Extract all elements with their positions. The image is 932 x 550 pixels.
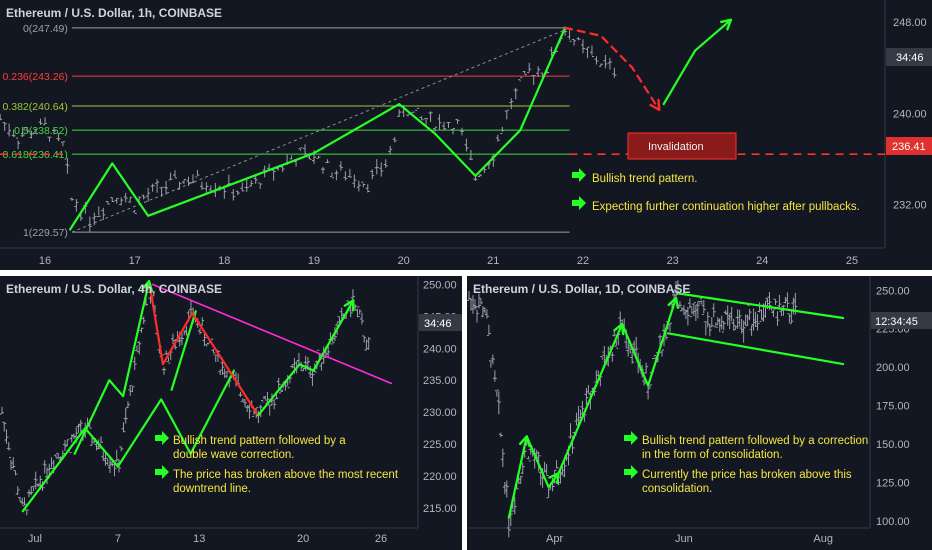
- double-wave-correction: [148, 280, 260, 417]
- up-leg-arrowhead: [141, 279, 154, 293]
- invalidation-price-label: 236.41: [892, 141, 926, 153]
- note-2: Expecting further continuation higher af…: [572, 196, 860, 213]
- x-tick-label: Aug: [813, 533, 833, 545]
- fib-label: 0.5(238.52): [14, 125, 68, 137]
- consolidation-lower-line: [666, 332, 845, 366]
- note-text: Currently the price has broken above thi…: [642, 469, 855, 495]
- current-price-tag: [886, 48, 932, 66]
- x-tick-label: 17: [129, 255, 141, 267]
- bullish-pattern-line: [68, 26, 567, 231]
- chart-1h-panel: 0(247.49) 0.236(243.26) 0.382(240.64) 0.5(2…: [0, 0, 932, 270]
- current-price-tag: [419, 314, 462, 331]
- x-tick-label: 23: [667, 255, 679, 267]
- arrow-right-icon: [155, 431, 169, 445]
- chart-4h-panel: 250.00245.00240.00235.00230.00225.00220.…: [0, 276, 462, 550]
- downtrend-line: [151, 283, 393, 385]
- chart-1d: 250.00225.00200.00175.00150.00125.00100.…: [467, 276, 932, 545]
- fib-label: 0.382(240.64): [3, 101, 68, 113]
- x-tick-label: 24: [756, 255, 768, 267]
- chart-title: Ethereum / U.S. Dollar, 1D, COINBASE: [473, 282, 691, 296]
- x-tick-label: 16: [39, 255, 51, 267]
- x-tick-label: 20: [398, 255, 410, 267]
- breakout-arrowhead: [343, 299, 355, 312]
- y-tick-label: 225.00: [423, 439, 457, 451]
- x-tick-label: Jul: [28, 533, 42, 545]
- y-tick-label: 230.00: [423, 407, 457, 419]
- x-tick-label: 22: [577, 255, 589, 267]
- pullback-arrowhead: [649, 98, 661, 112]
- consolidation-upper-line: [676, 292, 845, 320]
- y-tick-label: 240.00: [423, 343, 457, 355]
- note-1: Bullish trend pattern followed by a corr…: [624, 431, 872, 461]
- invalidation-price-tag: [886, 137, 932, 155]
- y-tick-label: 232.00: [893, 199, 927, 211]
- zigzag-arrowhead-3: [613, 322, 625, 336]
- bullish-up-leg: [73, 280, 151, 455]
- y-tick-label: 240.00: [893, 108, 927, 120]
- chart-1d-panel: 250.00 225.00 200.00 175.00 150.00 125.00 100.…: [467, 276, 932, 550]
- x-tick-label: 18: [218, 255, 230, 267]
- chart-4h: 250.00245.00240.00235.00230.00225.00220.…: [0, 276, 462, 545]
- forecast-continuation: [662, 18, 733, 106]
- note-text: The price has broken above the most rece…: [173, 469, 401, 495]
- invalidation-box: [627, 132, 737, 160]
- arrow-right-icon: [572, 196, 586, 210]
- x-tick-label: Jun: [675, 533, 693, 545]
- x-tick-label: 13: [193, 533, 205, 545]
- y-tick-label: 175.00: [876, 401, 910, 413]
- arrow-right-icon: [624, 431, 638, 445]
- note-2: The price has broken above the most rece…: [155, 465, 401, 495]
- arrow-right-icon: [155, 465, 169, 479]
- arrow-right-icon: [624, 465, 638, 479]
- chart-title: Ethereum / U.S. Dollar, 4h, COINBASE: [6, 282, 223, 296]
- fib-label: 0.618(236.41): [3, 149, 68, 161]
- zigzag-arrowhead-4: [667, 296, 680, 309]
- projected-pullback: [563, 26, 661, 111]
- y-tick-label: 235.00: [423, 375, 457, 387]
- x-tick-label: Apr: [546, 533, 563, 545]
- chart-title: Ethereum / U.S. Dollar, 1h, COINBASE: [6, 6, 223, 20]
- note-2: Currently the price has broken above thi…: [624, 465, 855, 495]
- x-tick-label: 19: [308, 255, 320, 267]
- fib-label: 1(229.57): [23, 227, 68, 239]
- x-tick-label: 20: [297, 533, 309, 545]
- y-tick-label: 220.00: [423, 471, 457, 483]
- x-tick-label: 25: [846, 255, 858, 267]
- y-tick-label: 125.00: [876, 478, 910, 490]
- zigzag-arrowhead-2: [548, 472, 560, 485]
- bullish-zigzag: [21, 369, 235, 513]
- note-1: Bullish trend pattern followed by a doub…: [155, 431, 349, 461]
- zigzag-arrowhead-1: [518, 435, 531, 448]
- fib-label: 0(247.49): [23, 23, 68, 35]
- x-tick-label: 21: [487, 255, 499, 267]
- y-tick-label: 200.00: [876, 362, 910, 374]
- note-text: Bullish trend pattern followed by a corr…: [642, 435, 872, 461]
- breakout-leg: [257, 299, 355, 417]
- forecast-arrowhead: [720, 18, 733, 31]
- impulse-leg: [170, 310, 197, 391]
- current-price-label: 34:46: [424, 318, 452, 330]
- y-tick-label: 250.00: [423, 279, 457, 291]
- x-tick-label: 26: [375, 533, 387, 545]
- note-text: Bullish trend pattern.: [592, 173, 697, 185]
- y-tick-label: 150.00: [876, 439, 910, 451]
- y-tick-label: 215.00: [423, 503, 457, 515]
- arrow-right-icon: [572, 168, 586, 182]
- invalidation-label: Invalidation: [648, 141, 704, 153]
- fib-label: 0.236(243.26): [3, 71, 68, 83]
- y-tick-label: 250.00: [876, 285, 910, 297]
- y-tick-label: 100.00: [876, 516, 910, 528]
- current-price-label: 12:34:45: [875, 316, 918, 328]
- note-text: Expecting further continuation higher af…: [592, 201, 860, 213]
- current-price-label: 34:46: [896, 52, 924, 64]
- y-tick-label: 248.00: [893, 17, 927, 29]
- note-text: Bullish trend pattern followed by a doub…: [173, 435, 349, 461]
- chart-1h: 0(247.49) 0.236(243.26) 0.382(240.64) 0.5(2…: [0, 0, 932, 267]
- current-price-tag: [871, 312, 932, 329]
- note-1: Bullish trend pattern.: [572, 168, 697, 185]
- x-tick-label: 7: [115, 533, 121, 545]
